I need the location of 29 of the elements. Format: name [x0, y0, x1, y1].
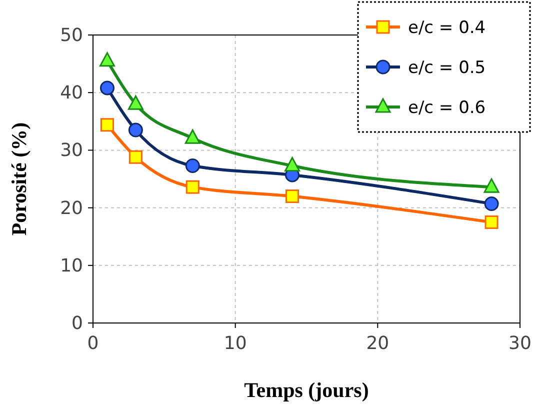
point — [128, 122, 143, 138]
point — [484, 178, 500, 193]
x-tick-label: 10 — [224, 333, 247, 354]
point — [484, 196, 499, 212]
x-tick-label: 0 — [87, 333, 99, 354]
x-axis-title: Temps (jours) — [244, 378, 369, 402]
point — [128, 150, 142, 164]
point — [284, 157, 300, 172]
point — [100, 118, 114, 132]
x-tick-label: 20 — [366, 333, 390, 354]
y-tick-label: 10 — [60, 255, 83, 276]
y-tick-label: 30 — [60, 140, 83, 162]
legend-label: e/c = 0.4 — [408, 18, 486, 38]
y-tick-label: 40 — [60, 82, 83, 104]
point — [100, 80, 114, 96]
y-tick-label: 20 — [60, 198, 83, 219]
point — [484, 215, 498, 229]
point — [99, 52, 115, 67]
y-tick-label: 50 — [60, 25, 83, 46]
point — [186, 180, 200, 194]
point — [184, 129, 200, 144]
point — [286, 190, 300, 204]
legend-label: e/c = 0.6 — [408, 98, 486, 118]
y-tick-label: 0 — [72, 313, 83, 334]
legend-label: e/c = 0.5 — [408, 58, 486, 78]
point — [128, 95, 144, 110]
point — [185, 158, 200, 173]
x-tick-label: 30 — [508, 333, 532, 354]
y-axis-title: Porosité (%) — [7, 122, 31, 236]
